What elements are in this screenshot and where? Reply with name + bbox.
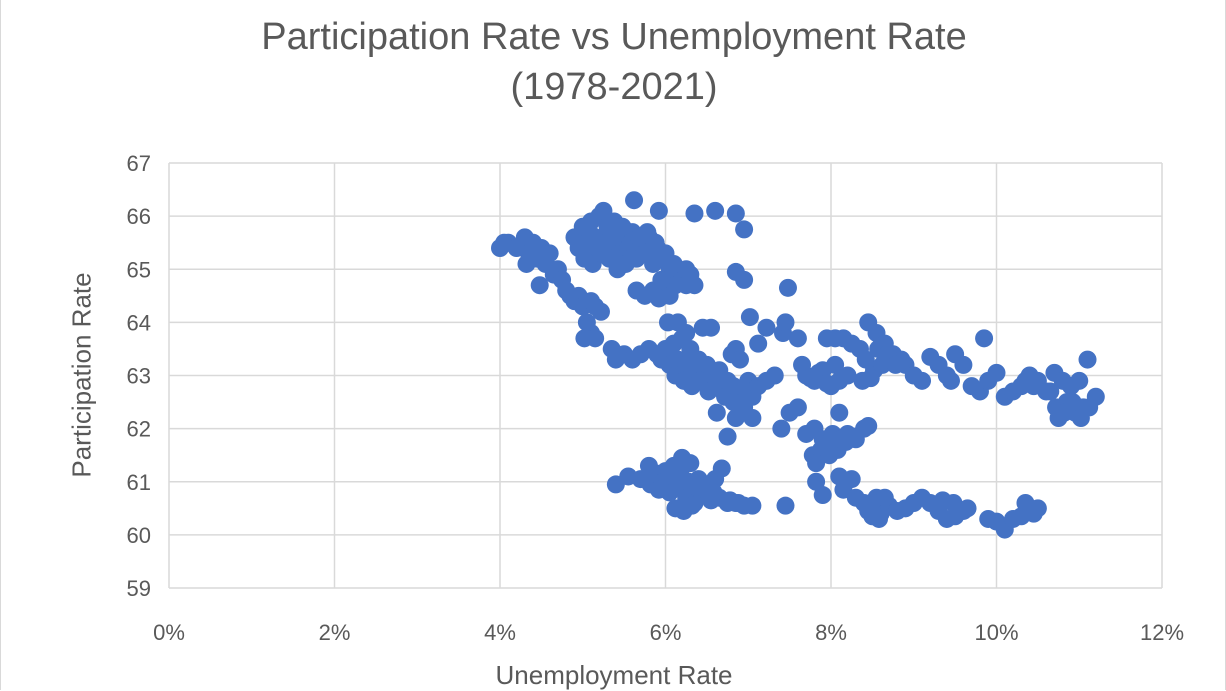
data-point xyxy=(530,276,549,295)
data-point xyxy=(788,398,807,417)
data-point xyxy=(517,254,536,273)
y-axis-label: Participation Rate xyxy=(66,272,97,478)
data-point xyxy=(682,496,701,515)
x-axis-ticks: 0% 2% 4% 6% 8% 10% 12% xyxy=(153,620,1184,645)
data-point xyxy=(702,318,721,337)
y-tick-label: 66 xyxy=(127,204,151,229)
data-point xyxy=(724,377,743,396)
data-point xyxy=(743,409,762,427)
data-point xyxy=(735,270,754,289)
data-point xyxy=(724,393,743,412)
data-point xyxy=(649,201,668,220)
y-tick-label: 64 xyxy=(127,310,151,335)
data-point xyxy=(646,233,665,252)
data-point xyxy=(1063,393,1082,412)
x-tick-label: 6% xyxy=(650,620,682,645)
data-point xyxy=(958,499,977,518)
data-point xyxy=(735,220,754,239)
data-point xyxy=(729,494,748,512)
data-point xyxy=(1078,350,1097,369)
x-tick-label: 4% xyxy=(484,620,516,645)
data-point xyxy=(1016,371,1035,390)
data-point xyxy=(712,459,731,478)
y-tick-label: 63 xyxy=(127,364,151,389)
data-point xyxy=(772,419,791,438)
data-point xyxy=(718,427,737,446)
y-tick-label: 61 xyxy=(127,470,151,495)
data-point xyxy=(1028,499,1047,518)
data-point xyxy=(660,286,679,305)
chart-title: Participation Rate vs Unemployment Rate … xyxy=(261,16,967,108)
x-tick-label: 8% xyxy=(815,620,847,645)
x-tick-label: 10% xyxy=(974,620,1018,645)
data-point xyxy=(625,191,644,210)
data-point xyxy=(941,371,960,390)
data-point xyxy=(707,371,726,390)
data-point xyxy=(685,204,704,223)
data-point xyxy=(813,486,832,505)
y-tick-label: 65 xyxy=(127,257,151,282)
data-point xyxy=(1041,382,1060,401)
data-point xyxy=(677,276,696,295)
data-point xyxy=(826,329,845,348)
data-point xyxy=(793,355,812,374)
data-point xyxy=(749,334,768,353)
data-point xyxy=(616,254,635,273)
data-point xyxy=(807,472,826,491)
data-point xyxy=(730,350,749,369)
data-point xyxy=(677,324,696,342)
data-point xyxy=(707,403,726,422)
data-point xyxy=(944,494,963,512)
y-tick-label: 67 xyxy=(127,151,151,176)
data-point xyxy=(869,509,888,528)
data-point xyxy=(726,204,745,223)
data-point xyxy=(875,488,894,507)
scatter-points xyxy=(491,191,1105,539)
data-point xyxy=(757,318,776,337)
data-point xyxy=(580,223,599,242)
data-point xyxy=(1071,409,1090,427)
data-point xyxy=(788,329,807,348)
data-point xyxy=(954,355,973,374)
data-point xyxy=(826,355,845,374)
data-point xyxy=(830,403,849,422)
data-point xyxy=(596,233,615,252)
x-tick-label: 0% xyxy=(153,620,185,645)
x-tick-label: 2% xyxy=(319,620,351,645)
data-point xyxy=(704,483,723,502)
data-point xyxy=(831,430,850,449)
data-point xyxy=(740,308,759,327)
data-point xyxy=(807,454,826,473)
data-point xyxy=(778,278,797,297)
data-point xyxy=(743,496,762,515)
y-axis-ticks: 59 60 61 62 63 64 65 66 67 xyxy=(127,151,151,601)
data-point xyxy=(776,313,795,332)
data-point xyxy=(613,217,632,236)
data-point xyxy=(859,416,878,435)
data-point xyxy=(652,270,671,289)
data-point xyxy=(706,201,725,220)
data-point xyxy=(586,329,605,348)
data-point xyxy=(975,329,994,348)
data-point xyxy=(1070,371,1089,390)
x-axis-label: Unemployment Rate xyxy=(495,660,733,690)
y-tick-label: 59 xyxy=(127,576,151,601)
data-point xyxy=(591,302,610,321)
data-point xyxy=(861,369,880,388)
data-point xyxy=(765,366,784,385)
data-point xyxy=(817,374,836,393)
data-point xyxy=(649,480,668,499)
y-tick-label: 60 xyxy=(127,523,151,548)
data-point xyxy=(987,363,1006,382)
data-point xyxy=(776,496,795,515)
x-tick-label: 12% xyxy=(1140,620,1184,645)
data-point xyxy=(838,366,857,385)
data-point xyxy=(913,371,932,390)
y-tick-label: 62 xyxy=(127,417,151,442)
